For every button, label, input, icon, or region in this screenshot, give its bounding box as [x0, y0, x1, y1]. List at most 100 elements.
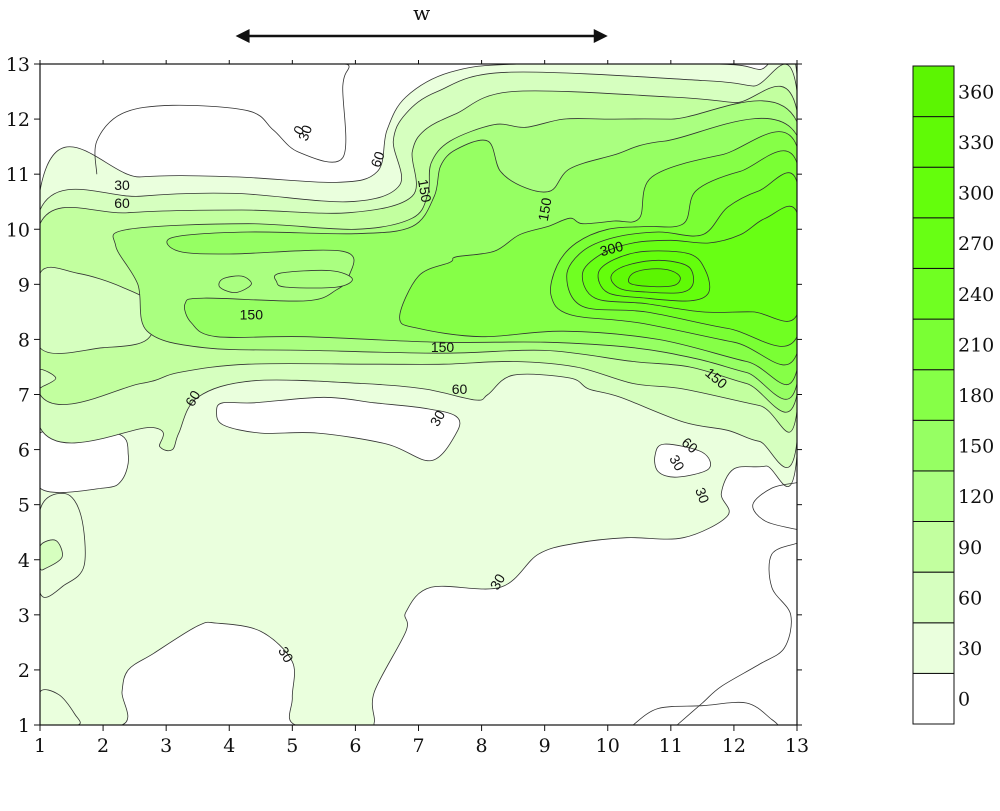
colorbar: 0 30 60 90 120 150 180 210 240 270 300 330 360 [912, 65, 994, 725]
colorbar-label: 270 [958, 233, 994, 255]
contour-label: 150 [431, 339, 455, 355]
x-axis: 1 2 3 4 5 6 7 8 9 10 11 12 13 [34, 60, 809, 757]
colorbar-label: 0 [958, 689, 970, 711]
contour-label: 30 [692, 485, 712, 505]
colorbar-swatch [912, 622, 955, 674]
contour-label: 30 [666, 452, 688, 474]
y-tick-label: 5 [18, 495, 30, 517]
w-label: w [413, 1, 430, 25]
y-tick-label: 13 [6, 54, 30, 76]
colorbar-swatch [912, 268, 955, 320]
contour-label: 30 [295, 123, 315, 143]
colorbar-label: 300 [958, 183, 994, 205]
x-tick-label: 8 [476, 735, 488, 757]
colorbar-label: 240 [958, 284, 994, 306]
x-tick-label: 9 [539, 735, 551, 757]
contour-label-text: 60 [114, 195, 130, 211]
w-arrow-head-left [235, 29, 250, 43]
contour-label-text: 60 [367, 149, 387, 169]
contour-label: 150 [535, 196, 555, 222]
contour-label-text: 30 [487, 571, 509, 593]
colorbar-label: 30 [958, 638, 982, 660]
colorbar-label: 180 [958, 385, 994, 407]
contour-label: 0 [290, 123, 308, 138]
contour-label: 30 [275, 644, 297, 666]
x-tick-label: 12 [722, 735, 746, 757]
y-tick-label: 9 [18, 274, 30, 296]
x-tick-label: 11 [659, 735, 683, 757]
contour-label: 60 [114, 195, 130, 211]
contour-label-text: 60 [182, 387, 204, 409]
contour-label: 30 [114, 177, 130, 193]
w-arrow-head-right [593, 29, 608, 43]
colorbar-label: 90 [958, 537, 982, 559]
y-tick-label: 10 [6, 219, 30, 241]
colorbar-swatch [912, 470, 955, 522]
colorbar-swatch [912, 318, 955, 371]
x-tick-label: 7 [412, 735, 424, 757]
contour-label-text: 30 [692, 485, 712, 505]
y-tick-label: 1 [18, 715, 30, 737]
contour-label: 300 [598, 238, 625, 260]
contour-island-60 [40, 369, 57, 389]
contour-label-text: 300 [598, 238, 625, 260]
x-tick-label: 4 [223, 735, 235, 757]
x-tick-label: 6 [349, 735, 361, 757]
contour-island-120 [218, 275, 252, 294]
colorbar-label: 360 [958, 81, 994, 103]
contour-line-0 [632, 701, 779, 725]
contour-line-0 [752, 482, 797, 530]
contour-region-360 [628, 268, 681, 288]
contour-label-text: 30 [666, 452, 688, 474]
contour-label: 60 [367, 149, 387, 169]
contour-label-text: 30 [427, 407, 449, 429]
contour-island-60 [40, 539, 63, 571]
y-tick-label: 2 [18, 660, 30, 682]
x-tick-label: 3 [160, 735, 172, 757]
w-annotation: w [235, 1, 608, 43]
contour-label-text: 150 [535, 196, 555, 222]
contour-island-120 [274, 269, 353, 289]
contour-label-text: 60 [452, 381, 468, 397]
y-tick-label: 7 [18, 385, 30, 407]
contour-label: 60 [182, 387, 204, 409]
contour-label: 150 [415, 178, 435, 204]
colorbar-swatch [912, 217, 955, 269]
x-tick-label: 5 [286, 735, 298, 757]
contour-label: 60 [452, 381, 468, 397]
y-tick-label: 4 [18, 550, 30, 572]
colorbar-swatch [912, 116, 955, 168]
colorbar-label: 60 [958, 588, 982, 610]
contour-label-text: 150 [431, 339, 455, 355]
contour-label: 30 [487, 571, 509, 593]
contour-fills [40, 64, 797, 725]
colorbar-swatch [912, 521, 955, 573]
contour-island-30 [40, 492, 86, 598]
contour-label-text: 150 [415, 178, 435, 204]
y-tick-label: 6 [18, 440, 30, 462]
y-tick-label: 11 [6, 164, 30, 186]
colorbar-swatch [912, 672, 955, 725]
colorbar-label: 150 [958, 436, 994, 458]
y-tick-label: 3 [18, 605, 30, 627]
contour-label-text: 30 [275, 644, 297, 666]
x-tick-label: 1 [34, 735, 46, 757]
contour-label-text: 150 [240, 307, 264, 323]
contour-line-0 [676, 542, 797, 725]
contour-label-text: 30 [295, 123, 315, 143]
colorbar-swatch [912, 166, 955, 219]
x-tick-label: 10 [596, 735, 620, 757]
contour-label: 150 [240, 307, 264, 323]
y-tick-label: 12 [6, 109, 30, 131]
contour-label-text: 30 [114, 177, 130, 193]
colorbar-swatch [912, 419, 955, 472]
x-tick-label: 13 [785, 735, 809, 757]
colorbar-swatch [912, 65, 955, 118]
y-tick-label: 8 [18, 329, 30, 351]
colorbar-swatch [912, 369, 955, 421]
contour-label: 30 [427, 407, 449, 429]
contour-island-30 [40, 689, 81, 725]
colorbar-label: 210 [958, 334, 994, 356]
